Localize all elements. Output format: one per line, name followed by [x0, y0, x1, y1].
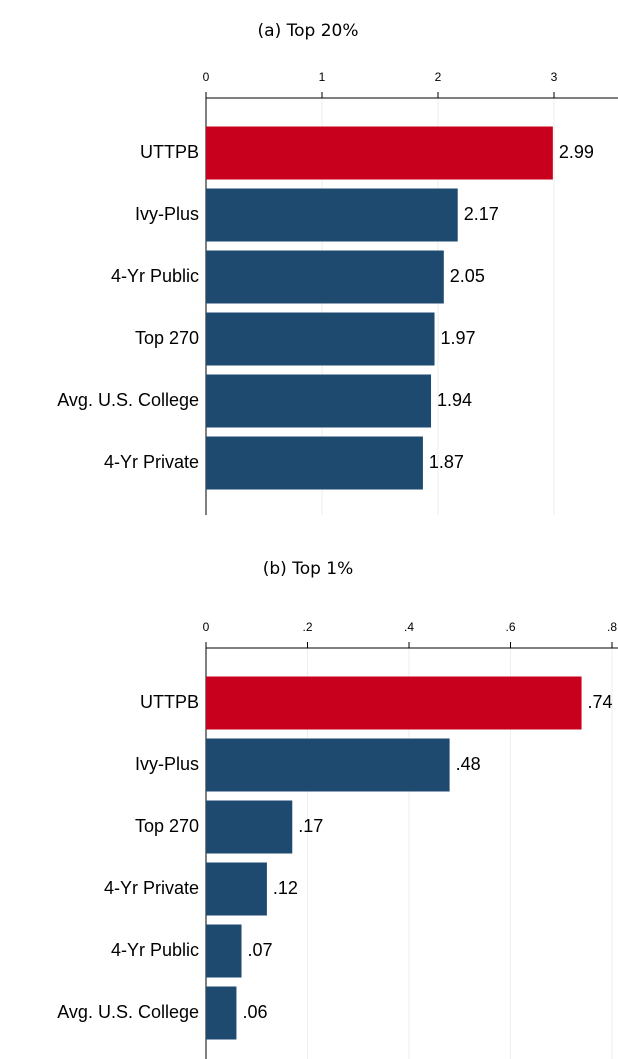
- value-label: 2.05: [450, 266, 485, 286]
- value-label: .74: [588, 692, 613, 712]
- value-label: 2.99: [559, 142, 594, 162]
- category-label: UTTPB: [140, 692, 199, 712]
- bar: [206, 924, 242, 978]
- category-label: Top 270: [135, 328, 199, 348]
- category-label: Ivy-Plus: [135, 754, 199, 774]
- x-tick-label: .2: [302, 620, 312, 634]
- bar: [206, 250, 444, 304]
- value-label: .07: [248, 940, 273, 960]
- category-label: Avg. U.S. College: [57, 1002, 199, 1022]
- value-label: .06: [242, 1002, 267, 1022]
- x-tick-label: 0: [203, 620, 210, 634]
- x-tick-label: .4: [404, 620, 414, 634]
- bar: [206, 374, 432, 428]
- bar: [206, 986, 237, 1040]
- bar: [206, 862, 267, 916]
- bar: [206, 188, 458, 242]
- category-label: 4-Yr Public: [111, 940, 199, 960]
- bar: [206, 676, 582, 730]
- value-label: 1.87: [429, 452, 464, 472]
- value-label: 1.94: [437, 390, 472, 410]
- category-label: 4-Yr Private: [104, 452, 199, 472]
- value-label: 2.17: [464, 204, 499, 224]
- category-label: 4-Yr Public: [111, 266, 199, 286]
- value-label: 1.97: [441, 328, 476, 348]
- value-label: .48: [456, 754, 481, 774]
- category-label: Avg. U.S. College: [57, 390, 199, 410]
- bar: [206, 312, 435, 366]
- value-label: .17: [298, 816, 323, 836]
- chart-title: (b) Top 1%: [263, 559, 354, 579]
- category-label: 4-Yr Private: [104, 878, 199, 898]
- category-label: Ivy-Plus: [135, 204, 199, 224]
- x-tick-label: 0: [203, 70, 210, 84]
- x-tick-label: 2: [435, 70, 442, 84]
- value-label: .12: [273, 878, 298, 898]
- bar: [206, 800, 293, 854]
- bar: [206, 738, 450, 792]
- category-label: UTTPB: [140, 142, 199, 162]
- bar: [206, 126, 553, 180]
- x-tick-label: .8: [607, 620, 617, 634]
- bar: [206, 436, 423, 490]
- category-label: Top 270: [135, 816, 199, 836]
- x-tick-label: 3: [551, 70, 558, 84]
- x-tick-label: .6: [505, 620, 515, 634]
- chart-title: (a) Top 20%: [258, 21, 359, 41]
- x-tick-label: 1: [319, 70, 326, 84]
